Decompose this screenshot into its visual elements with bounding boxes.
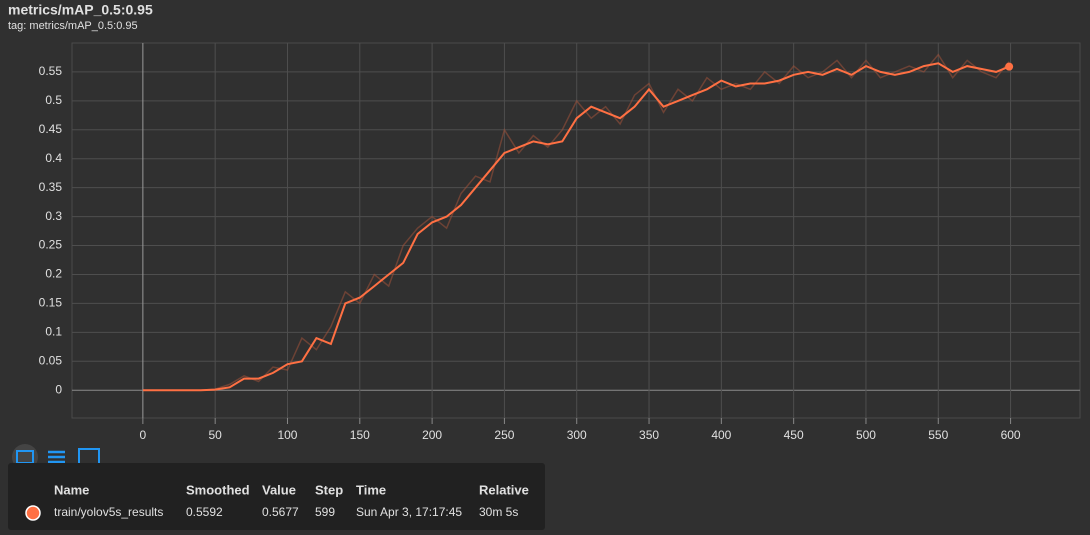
chart-tag: tag: metrics/mAP_0.5:0.95: [8, 20, 138, 32]
tooltip-header: Step: [315, 482, 343, 497]
tooltip-cell: train/yolov5s_results: [54, 505, 163, 519]
y-tick-label: 0.15: [39, 296, 63, 310]
y-tick-label: 0.1: [45, 325, 62, 339]
x-tick-label: 500: [856, 428, 876, 442]
tooltip-header: Relative: [479, 482, 529, 497]
series-line: [142, 62, 1010, 392]
expand-icon[interactable]: [78, 448, 100, 465]
tooltip-header: Smoothed: [186, 482, 250, 497]
x-tick-label: 150: [350, 428, 370, 442]
y-tick-label: 0.2: [45, 267, 62, 281]
y-tick-label: 0.45: [39, 122, 63, 136]
y-tick-label: 0.05: [39, 353, 63, 367]
tooltip-cell: 599: [315, 505, 335, 519]
tooltip-cell: 0.5677: [262, 505, 299, 519]
x-tick-label: 450: [784, 428, 804, 442]
x-tick-label: 250: [494, 428, 514, 442]
list-icon[interactable]: [48, 450, 65, 464]
x-tick-label: 100: [277, 428, 297, 442]
series-line: [142, 53, 1010, 391]
chart-title: metrics/mAP_0.5:0.95: [8, 2, 153, 18]
y-tick-label: 0: [55, 382, 62, 396]
tooltip: [8, 463, 545, 530]
x-tick-label: 300: [567, 428, 587, 442]
x-tick-label: 600: [1001, 428, 1021, 442]
tooltip-cell: Sun Apr 3, 17:17:45: [356, 505, 462, 519]
x-tick-label: 50: [208, 428, 222, 442]
x-tick-label: 350: [639, 428, 659, 442]
tooltip-header: Time: [356, 482, 386, 497]
tooltip-cell: 30m 5s: [479, 505, 518, 519]
y-tick-label: 0.35: [39, 180, 63, 194]
y-tick-label: 0.3: [45, 209, 62, 223]
y-tick-label: 0.4: [45, 151, 62, 165]
plot-area: [71, 42, 1081, 419]
tooltip-header: Value: [262, 482, 296, 497]
plot: 0 0.05 0.1 0.15 0.2 0.25 0.3 0.35 0.4 0.45 0.5 0.55…: [39, 42, 1081, 442]
x-tick-label: 200: [422, 428, 442, 442]
tooltip-table: Name Smoothed Value Step Time Relative train/y…: [25, 482, 529, 521]
x-tick-label: 550: [928, 428, 948, 442]
legend-swatch: [25, 505, 41, 521]
y-tick-label: 0.25: [39, 238, 63, 252]
y-tick-label: 0.5: [45, 93, 62, 107]
tooltip-cell: 0.5592: [186, 505, 223, 519]
y-tick-label: 0.55: [39, 64, 63, 78]
end-point: [1005, 62, 1014, 71]
x-tick-label: 400: [711, 428, 731, 442]
tooltip-header: Name: [54, 482, 89, 497]
x-tick-label: 0: [140, 428, 147, 442]
